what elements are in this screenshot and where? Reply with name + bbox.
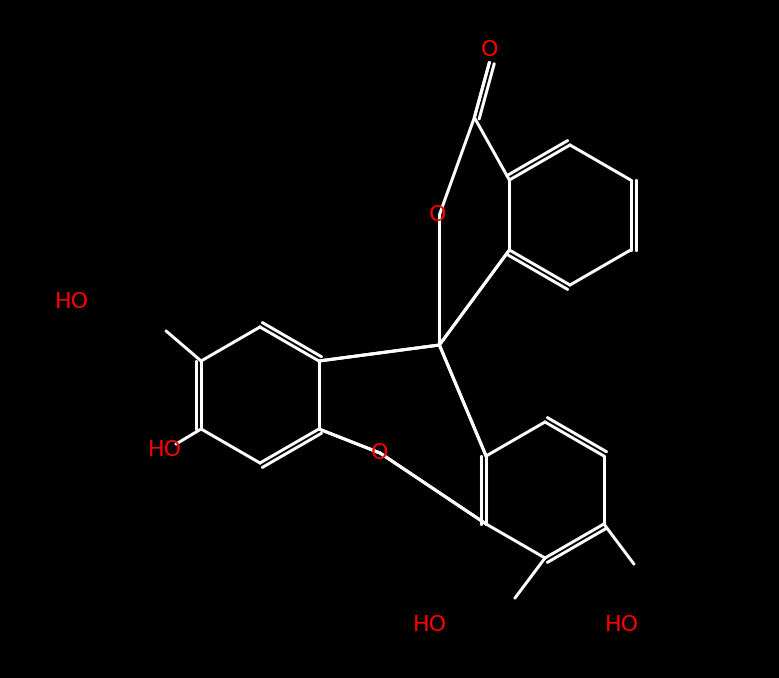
Text: O: O: [372, 443, 389, 463]
Text: O: O: [481, 41, 498, 60]
Text: HO: HO: [148, 440, 182, 460]
Text: HO: HO: [605, 615, 639, 635]
Text: HO: HO: [55, 292, 89, 312]
Text: O: O: [428, 205, 446, 225]
Text: HO: HO: [413, 615, 447, 635]
